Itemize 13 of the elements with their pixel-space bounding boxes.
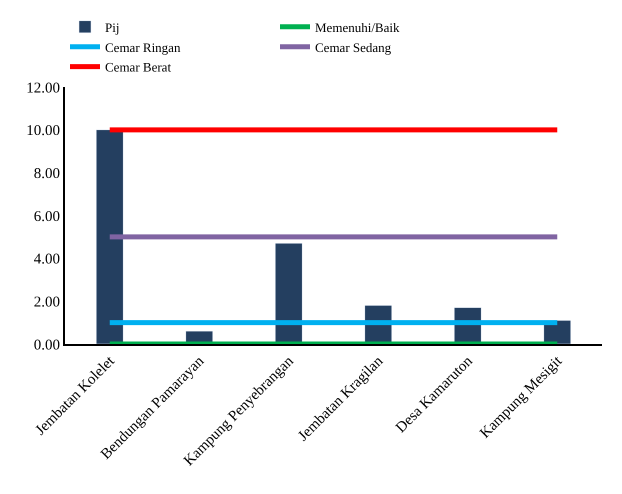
y-tick-label: 10.00 xyxy=(26,123,60,140)
legend-label: Cemar Sedang xyxy=(315,40,392,55)
legend-label: Cemar Berat xyxy=(105,60,172,75)
bar xyxy=(96,130,124,344)
y-tick-label: 4.00 xyxy=(34,252,60,268)
legend-label: Memenuhi/Baik xyxy=(315,20,400,35)
y-tick-label: 6.00 xyxy=(34,208,60,225)
y-tick-label: 8.00 xyxy=(34,166,60,182)
y-tick-label: 12.00 xyxy=(26,80,60,96)
legend-label: Cemar Ringan xyxy=(105,40,181,55)
y-tick-label: 0.00 xyxy=(34,337,60,354)
y-tick-label: 2.00 xyxy=(34,294,60,310)
legend-label: Pij xyxy=(105,20,120,35)
